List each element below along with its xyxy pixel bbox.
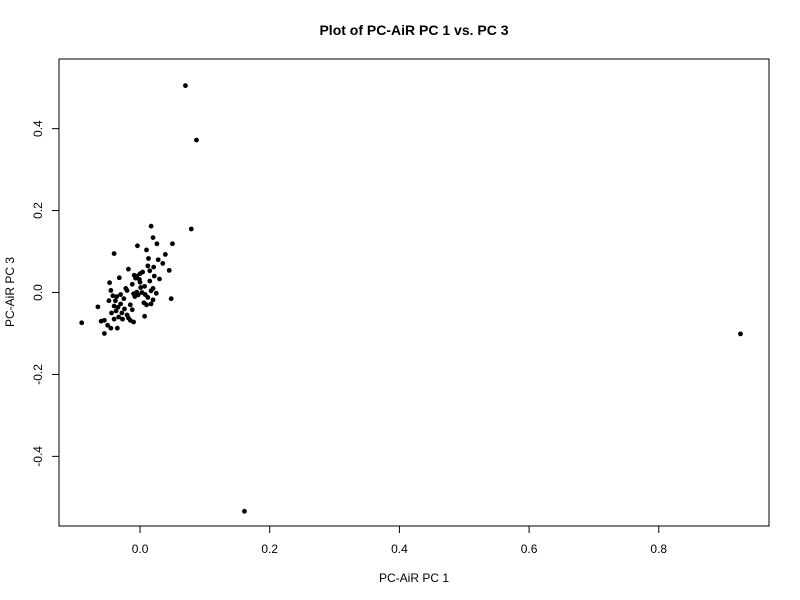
data-point — [113, 308, 119, 314]
data-point — [95, 304, 101, 310]
data-point — [146, 256, 151, 261]
data-point — [242, 508, 247, 514]
data-point — [113, 298, 118, 304]
data-point — [125, 266, 131, 272]
x-tick-label: 0.6 — [521, 542, 538, 556]
data-point — [160, 261, 166, 266]
data-point — [129, 281, 135, 287]
data-point — [98, 318, 104, 324]
data-point — [168, 296, 174, 302]
data-point — [148, 223, 154, 229]
y-tick-label: -0.4 — [31, 446, 45, 467]
x-tick-label: 0.4 — [391, 542, 408, 556]
data-point — [738, 331, 743, 337]
data-point — [150, 286, 156, 291]
data-point — [148, 301, 154, 307]
data-point — [114, 325, 120, 331]
data-point — [127, 302, 133, 308]
x-axis-title: PC-AiR PC 1 — [379, 571, 449, 585]
x-tick-label: 0.2 — [261, 542, 278, 556]
data-point — [105, 322, 111, 328]
data-point — [111, 251, 117, 256]
y-tick-label: -0.2 — [31, 364, 45, 385]
data-point — [118, 292, 123, 297]
data-point — [137, 279, 143, 285]
data-point — [150, 297, 156, 303]
data-point — [135, 243, 140, 249]
data-point — [115, 304, 121, 310]
data-point — [142, 283, 147, 289]
data-point — [166, 267, 172, 273]
data-point — [154, 241, 160, 247]
data-point — [147, 268, 153, 274]
data-point — [124, 288, 130, 293]
data-point — [101, 331, 107, 336]
data-point — [108, 288, 114, 293]
data-point — [157, 276, 162, 282]
data-point — [129, 307, 135, 313]
data-point — [142, 292, 148, 297]
chart-title: Plot of PC-AiR PC 1 vs. PC 3 — [319, 22, 508, 38]
data-point — [109, 310, 114, 316]
data-point — [194, 137, 199, 143]
data-point — [110, 293, 116, 299]
x-axis: 0.0 0.2 0.4 0.6 0.8 — [132, 525, 667, 556]
data-point — [131, 319, 136, 325]
data-point — [121, 296, 127, 302]
data-point — [106, 298, 112, 304]
data-point — [79, 320, 85, 326]
data-point — [134, 273, 140, 279]
data-point — [153, 290, 159, 296]
data-point — [132, 294, 138, 299]
data-point — [108, 325, 114, 331]
data-point — [116, 275, 122, 281]
x-tick-label: 0.8 — [650, 542, 667, 556]
y-axis: -0.4 -0.2 0.0 0.2 0.4 — [31, 120, 60, 467]
data-point — [111, 316, 117, 322]
x-tick-label: 0.0 — [132, 542, 149, 556]
data-point — [107, 280, 112, 286]
data-point — [147, 278, 153, 284]
y-tick-label: 0.2 — [31, 202, 45, 219]
data-point — [116, 314, 122, 320]
data-points — [79, 83, 743, 514]
y-tick-label: 0.4 — [31, 120, 45, 137]
data-point — [155, 257, 161, 263]
plot-frame — [58, 58, 770, 527]
data-point — [144, 302, 149, 308]
data-point — [114, 294, 120, 299]
data-point — [151, 273, 157, 279]
y-tick-label: 0.0 — [31, 284, 45, 301]
data-point — [170, 241, 175, 247]
data-point — [142, 313, 147, 319]
data-point — [120, 316, 125, 322]
data-point — [188, 226, 194, 232]
data-point — [122, 306, 127, 312]
data-point — [151, 264, 157, 270]
data-point — [150, 235, 156, 241]
data-point — [162, 252, 168, 257]
data-point — [183, 83, 188, 89]
data-point — [144, 247, 149, 253]
data-point — [119, 310, 125, 316]
y-axis-title: PC-AiR PC 3 — [3, 257, 17, 327]
data-point — [111, 303, 117, 309]
data-point — [145, 263, 151, 269]
data-point — [138, 285, 144, 290]
data-point — [118, 301, 123, 307]
